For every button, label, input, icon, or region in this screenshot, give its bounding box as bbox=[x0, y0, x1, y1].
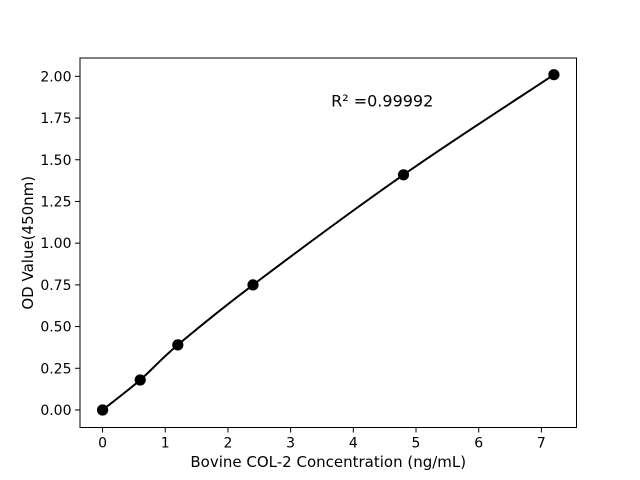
y-tick-label: 0.50 bbox=[40, 320, 71, 336]
x-tick-label: 4 bbox=[349, 436, 358, 452]
x-tick-label: 0 bbox=[98, 436, 107, 452]
data-point-marker bbox=[97, 404, 109, 416]
x-tick-label: 3 bbox=[286, 436, 295, 452]
x-tick-label: 6 bbox=[474, 436, 483, 452]
x-tick-label: 7 bbox=[537, 436, 546, 452]
y-tick-label: 1.00 bbox=[40, 236, 71, 252]
x-tick-label: 5 bbox=[412, 436, 421, 452]
r-squared-annotation: R² =0.99992 bbox=[331, 91, 433, 110]
x-tick-label: 1 bbox=[161, 436, 170, 452]
y-tick-label: 1.25 bbox=[40, 194, 71, 210]
y-tick-label: 1.50 bbox=[40, 153, 71, 169]
y-tick-label: 0.75 bbox=[40, 278, 71, 294]
y-tick-label: 2.00 bbox=[40, 69, 71, 85]
y-tick-label: 0.00 bbox=[40, 403, 71, 419]
x-tick-label: 2 bbox=[223, 436, 232, 452]
data-point-marker bbox=[247, 279, 259, 291]
data-point-marker bbox=[397, 169, 410, 181]
y-tick-label: 0.25 bbox=[40, 361, 71, 377]
data-point-marker bbox=[172, 339, 184, 351]
y-axis-label: OD Value(450nm) bbox=[19, 176, 37, 310]
x-axis-label: Bovine COL-2 Concentration (ng/mL) bbox=[190, 453, 466, 471]
data-point-marker bbox=[134, 374, 146, 386]
data-point-marker bbox=[548, 69, 560, 81]
y-tick-label: 1.75 bbox=[40, 111, 71, 127]
